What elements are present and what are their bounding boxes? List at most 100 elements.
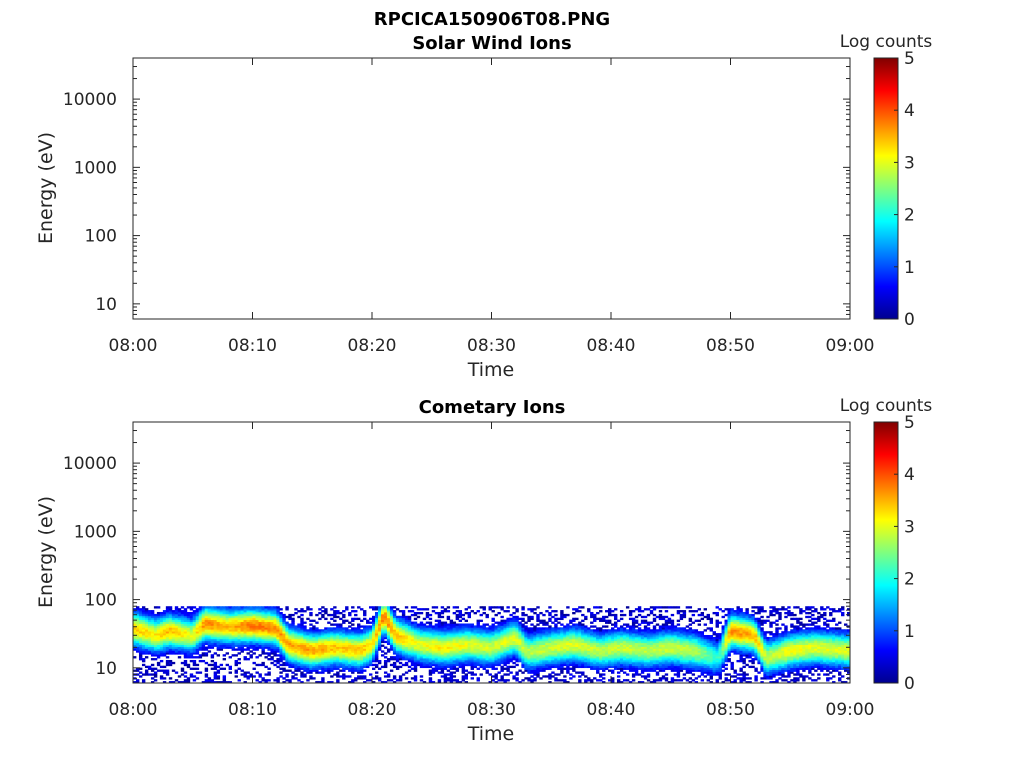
heatmap-cell (306, 665, 310, 669)
heatmap-cell (440, 610, 445, 613)
heatmap-cell (404, 633, 409, 636)
heatmap-cell (159, 648, 164, 651)
heatmap-cell (351, 669, 355, 672)
heatmap-cell (216, 642, 221, 646)
heatmap-cell (611, 665, 615, 669)
heatmap-cell (138, 638, 143, 642)
heatmap-cell (360, 633, 364, 636)
heatmap-cell (494, 659, 498, 663)
heatmap-cell (470, 663, 474, 667)
heatmap-cell (210, 623, 215, 626)
heatmap-cell (177, 650, 182, 653)
heatmap-cell (605, 629, 609, 632)
heatmap-cell (204, 627, 209, 630)
heatmap-cell (575, 631, 579, 634)
heatmap-cell (640, 654, 645, 657)
heatmap-cell (234, 617, 238, 621)
heatmap-cell (216, 675, 221, 678)
heatmap-cell (464, 650, 468, 653)
heatmap-cell (628, 638, 633, 642)
heatmap-cell (240, 617, 244, 621)
heatmap-cell (449, 661, 454, 665)
heatmap-cell (171, 621, 176, 624)
heatmap-cell (530, 650, 534, 653)
heatmap-cell (506, 629, 510, 632)
heatmap-cell (135, 617, 140, 621)
heatmap-cell (198, 642, 203, 646)
x-axis-label-solar-wind: Time (467, 359, 515, 381)
heatmap-cell (476, 642, 480, 646)
heatmap-cell (351, 619, 355, 622)
heatmap-cell (613, 613, 618, 617)
heatmap-cell (413, 648, 418, 651)
heatmap-cell (159, 621, 164, 624)
heatmap-cell (518, 644, 522, 647)
heatmap-cell (473, 625, 477, 628)
heatmap-cell (631, 638, 636, 642)
heatmap-cell (312, 640, 316, 644)
heatmap-cell (419, 658, 424, 661)
heatmap-cell (315, 644, 319, 647)
heatmap-cell (587, 610, 591, 613)
heatmap-cell (144, 650, 149, 653)
heatmap-cell (548, 629, 552, 632)
heatmap-cell (476, 631, 480, 634)
heatmap-cell (512, 625, 516, 628)
heatmap-cell (300, 658, 304, 661)
heatmap-cell (168, 663, 173, 667)
heatmap-cell (422, 658, 427, 661)
heatmap-cell (195, 621, 200, 624)
heatmap-cell (392, 619, 397, 622)
heatmap-cell (398, 627, 403, 630)
heatmap-cell (150, 613, 155, 617)
heatmap-cell (470, 650, 474, 653)
heatmap-cell (249, 621, 253, 624)
heatmap-cell (297, 648, 301, 651)
heatmap-cell (204, 648, 209, 651)
heatmap-cell (449, 642, 454, 646)
heatmap-cell (204, 621, 209, 624)
heatmap-cell (162, 671, 167, 674)
heatmap-cell (518, 650, 522, 653)
heatmap-cell (634, 671, 639, 674)
heatmap-cell (401, 623, 406, 626)
heatmap-cell (631, 658, 636, 661)
heatmap-cell (473, 663, 477, 667)
heatmap-cell (168, 606, 173, 609)
heatmap-cell (201, 635, 206, 638)
heatmap-cell (309, 654, 313, 657)
heatmap-cell (183, 619, 188, 622)
heatmap-cell (285, 606, 289, 609)
heatmap-cell (369, 629, 373, 632)
heatmap-cell (330, 654, 334, 657)
heatmap-cell (294, 663, 298, 667)
heatmap-cell (560, 661, 564, 665)
heatmap-cell (572, 625, 576, 628)
heatmap-cell (252, 635, 256, 638)
heatmap-cell (398, 644, 403, 647)
heatmap-cell (195, 623, 200, 626)
heatmap-cell (150, 633, 155, 636)
heatmap-cell (419, 654, 424, 657)
heatmap-cell (422, 650, 427, 653)
heatmap-cell (183, 631, 188, 634)
heatmap-cell (431, 671, 436, 674)
heatmap-cell (336, 659, 340, 663)
heatmap-cell (156, 642, 161, 646)
heatmap-cell (593, 656, 597, 659)
heatmap-cell (309, 631, 313, 634)
heatmap-cell (419, 652, 424, 655)
heatmap-cell (533, 648, 537, 651)
heatmap-cell (186, 606, 191, 609)
heatmap-cell (452, 665, 457, 669)
heatmap-cell (297, 652, 301, 655)
heatmap-cell (198, 606, 203, 609)
heatmap-cell (183, 621, 188, 624)
heatmap-cell (476, 654, 480, 657)
heatmap-cell (425, 615, 430, 619)
heatmap-cell (135, 667, 140, 670)
heatmap-cell (246, 629, 250, 632)
heatmap-cell (342, 640, 346, 644)
heatmap-cell (192, 646, 197, 649)
heatmap-cell (369, 673, 373, 676)
